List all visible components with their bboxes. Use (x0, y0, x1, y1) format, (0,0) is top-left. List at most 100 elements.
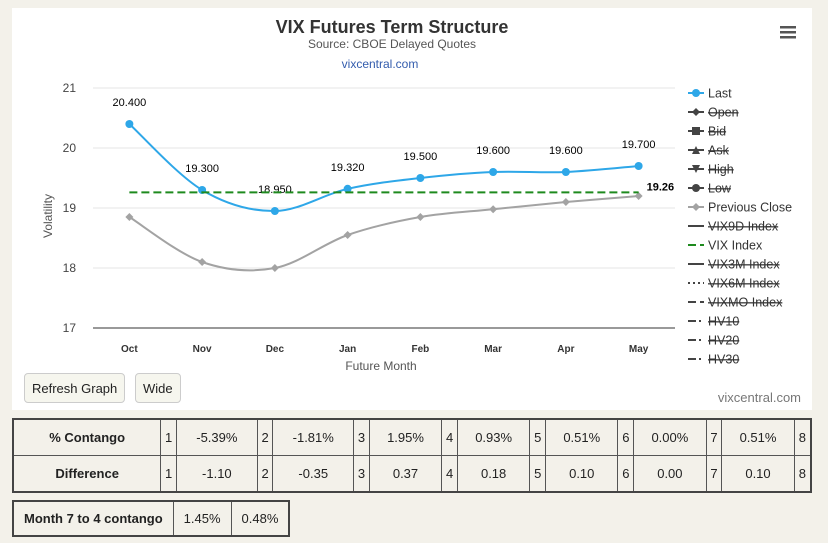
table-cell: 7 (705, 455, 723, 493)
wide-button[interactable]: Wide (135, 373, 181, 403)
table-cell: Month 7 to 4 contango (12, 500, 174, 537)
legend-label: HV20 (708, 334, 739, 348)
legend-marker (692, 108, 700, 116)
table-cell: 7 (705, 418, 723, 456)
legend-marker (692, 127, 700, 135)
legend-item[interactable]: VIX6M Index (688, 277, 780, 291)
legend-label: High (708, 163, 734, 177)
table-cell: 0.00 (633, 455, 707, 493)
legend-item[interactable]: Open (688, 106, 739, 120)
legend-item[interactable]: Bid (688, 125, 726, 139)
legend-item[interactable]: HV10 (688, 315, 739, 329)
data-point (125, 213, 134, 221)
legend-label: Low (708, 182, 732, 196)
legend-marker (692, 146, 700, 154)
credit: vixcentral.com (718, 390, 801, 405)
x-tick-label: Mar (484, 344, 502, 355)
data-point (561, 198, 570, 206)
x-tick-label: Nov (193, 344, 212, 355)
legend-label: HV10 (708, 315, 739, 329)
table-cell: 0.10 (545, 455, 619, 493)
legend-marker (692, 165, 700, 173)
table-cell: -5.39% (176, 418, 258, 456)
menu-bar (780, 31, 796, 34)
table-cell: -1.81% (272, 418, 355, 456)
y-tick-label: 20 (63, 141, 77, 155)
y-tick-label: 17 (63, 321, 77, 335)
table-cell: 1.45% (172, 500, 232, 537)
legend-item[interactable]: VIX Index (688, 239, 763, 253)
legend-item[interactable]: High (688, 163, 734, 177)
legend-item[interactable]: VIX3M Index (688, 258, 780, 272)
data-point (270, 207, 279, 215)
legend-label: Bid (708, 125, 726, 139)
legend-item[interactable]: Previous Close (688, 201, 792, 215)
table-cell: 4 (441, 455, 458, 493)
legend-label: VIX9D Index (708, 220, 779, 234)
refresh-button[interactable]: Refresh Graph (24, 373, 126, 403)
table-row: Month 7 to 4 contango 1.45% 0.48% (12, 500, 290, 537)
data-point (343, 231, 352, 239)
data-point (270, 264, 279, 272)
legend-item[interactable]: Last (688, 87, 732, 101)
legend-item[interactable]: HV30 (688, 353, 739, 367)
table-cell: 0.51% (721, 418, 795, 456)
legend-item[interactable]: HV20 (688, 334, 739, 348)
menu-icon[interactable] (780, 26, 796, 39)
table-cell: 3 (353, 418, 370, 456)
legend-marker (692, 89, 700, 97)
data-label: 19.300 (185, 163, 219, 175)
table-cell: 3 (353, 455, 370, 493)
x-tick-label: Feb (411, 344, 429, 355)
legend-item[interactable]: VIX9D Index (688, 220, 779, 234)
table-cell: 4 (441, 418, 458, 456)
menu-bar (780, 36, 796, 39)
table-cell: 0.48% (230, 500, 290, 537)
data-label: 19.700 (622, 139, 656, 151)
table-cell: 0.18 (456, 455, 531, 493)
chart-subtitle: Source: CBOE Delayed Quotes (308, 37, 476, 51)
legend-label: VIX Index (708, 239, 763, 253)
legend-item[interactable]: VIXMO Index (688, 296, 783, 310)
legend-item[interactable]: Ask (688, 144, 730, 158)
table-cell: 0.37 (368, 455, 443, 493)
data-point (198, 258, 207, 266)
data-point (561, 168, 570, 176)
legend-label: Ask (708, 144, 730, 158)
chart-title: VIX Futures Term Structure (276, 17, 509, 37)
data-point (416, 174, 425, 182)
data-point (489, 205, 498, 214)
x-axis-title: Future Month (345, 359, 416, 373)
table-cell: 8 (793, 418, 812, 456)
data-label: 19.600 (549, 145, 583, 157)
data-point (634, 162, 643, 170)
data-label: 20.400 (113, 97, 147, 109)
data-point (489, 168, 498, 176)
data-point (343, 184, 352, 193)
legend-label: Open (708, 106, 739, 120)
source-link[interactable]: vixcentral.com (342, 57, 419, 71)
x-tick-label: Apr (557, 344, 574, 355)
data-label: 19.500 (404, 151, 438, 163)
table-cell: 6 (617, 418, 635, 456)
legend-label: HV30 (708, 353, 739, 367)
table-cell: % Contango (12, 418, 162, 456)
y-tick-label: 19 (63, 201, 77, 215)
series-line (128, 195, 639, 272)
table-cell: 5 (529, 455, 547, 493)
table-row: Difference 1 -1.10 2 -0.35 3 0.37 4 0.18 5 0.10 6 0.… (12, 455, 812, 493)
chart: VIX Futures Term Structure Source: CBOE … (41, 17, 801, 405)
x-tick-label: Jan (339, 344, 356, 355)
table-cell: Difference (12, 455, 162, 493)
y-tick-label: 21 (63, 81, 77, 95)
legend-marker (692, 203, 700, 211)
menu-bar (780, 26, 796, 29)
legend-item[interactable]: Low (688, 182, 732, 196)
data-point (416, 213, 425, 221)
y-axis-title: Volatility (41, 194, 55, 238)
x-tick-label: Oct (121, 344, 138, 355)
summary-table: Month 7 to 4 contango 1.45% 0.48% (12, 500, 291, 537)
data-label: 18.950 (258, 184, 292, 196)
contango-table: % Contango 1 -5.39% 2 -1.81% 3 1.95% 4 0.93% 5 0.5… (12, 418, 812, 493)
